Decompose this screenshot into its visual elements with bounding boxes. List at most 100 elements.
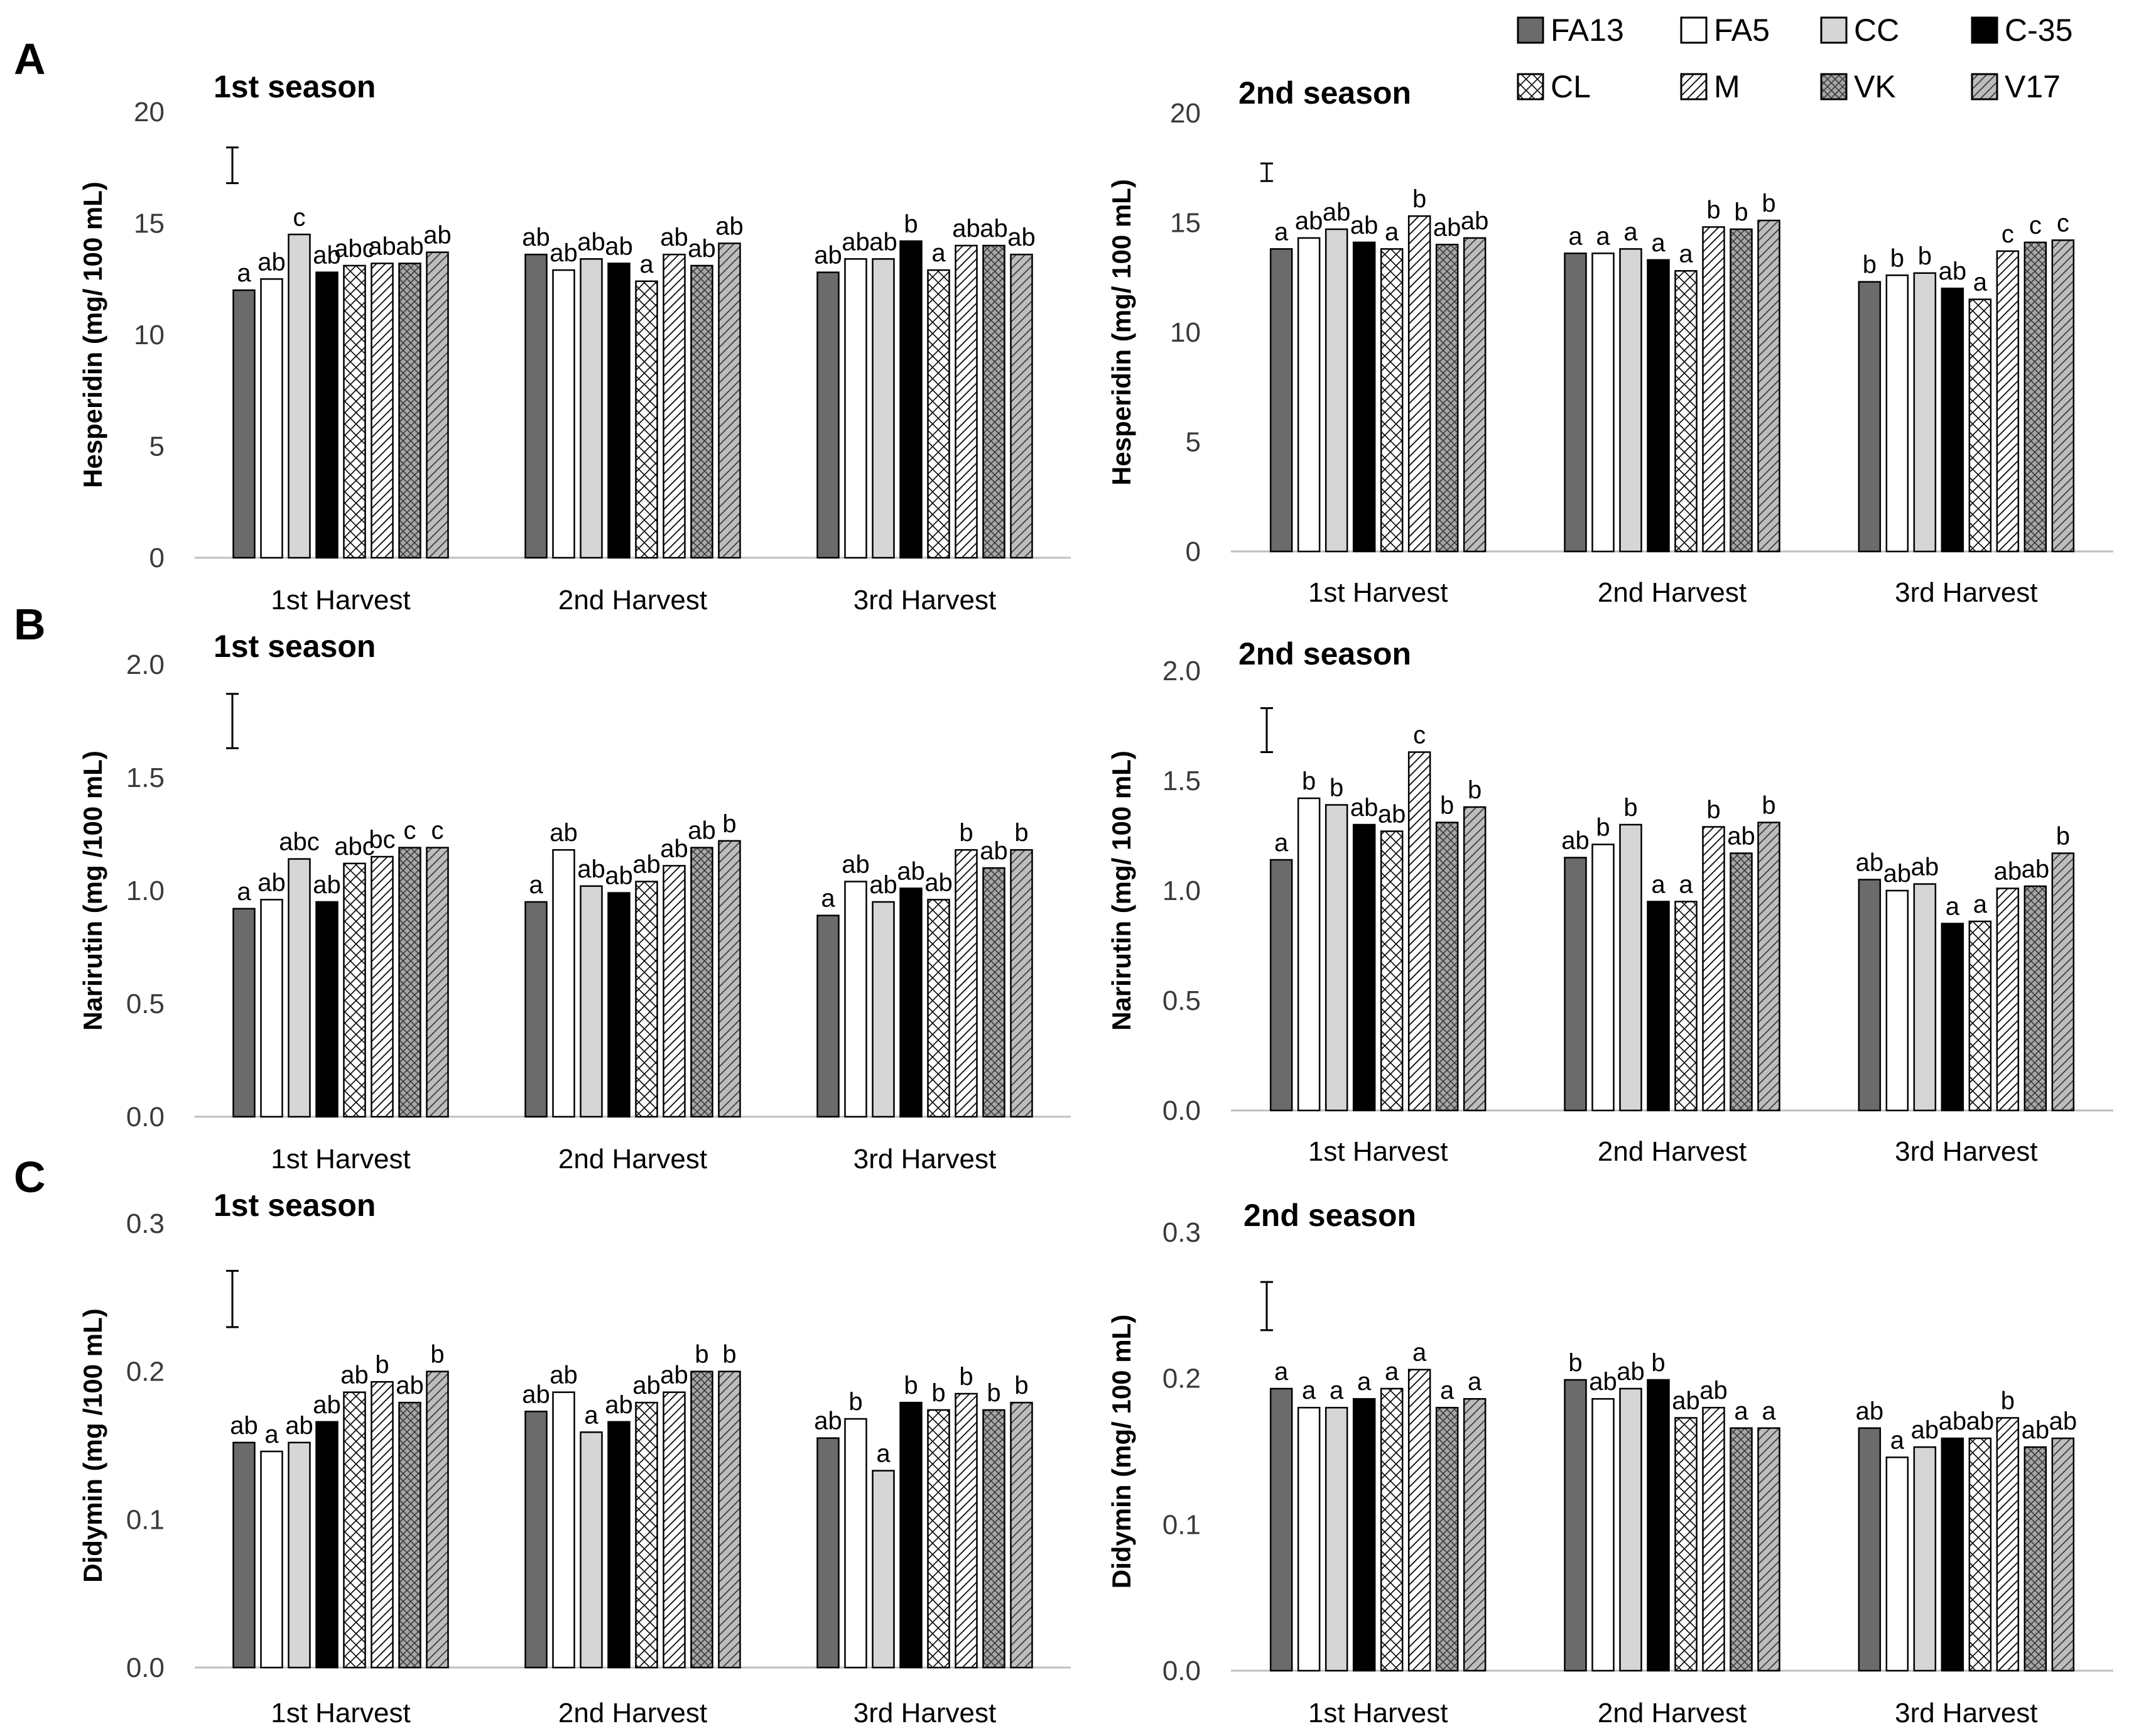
bar-v17: [1757, 1427, 1780, 1672]
chart-title: 1st season: [214, 629, 376, 664]
bar-cc: [580, 258, 603, 559]
legend-item-cc: CC: [1820, 13, 1899, 48]
y-axis-label: Hesperidin (mg/ 100 mL): [1107, 179, 1136, 486]
x-tick-label: 1st Harvest: [1308, 1136, 1448, 1167]
bar-fa13: [1564, 857, 1587, 1112]
bar-c-35: [1647, 259, 1670, 553]
significance-label: ab: [230, 1412, 258, 1440]
panel-label-text: C: [14, 1153, 46, 1202]
bar-cc: [288, 1441, 311, 1669]
significance-label: ab: [869, 871, 897, 899]
significance-label: ab: [396, 1372, 424, 1399]
bar-v17: [1757, 219, 1780, 553]
significance-label: c: [1413, 722, 1426, 749]
legend-label: CL: [1551, 69, 1591, 104]
significance-label: ab: [924, 869, 953, 896]
x-tick-label: 1st Harvest: [1308, 1698, 1448, 1728]
bar-fa13: [1269, 1387, 1293, 1672]
chart-title: 2nd season: [1243, 1198, 1416, 1233]
bar-c-35: [1941, 1437, 1964, 1672]
bar-fa13: [524, 901, 548, 1118]
significance-label: a: [931, 239, 946, 267]
y-axis-label: Narirutin (mg/ 100 mL): [1107, 751, 1136, 1031]
significance-label: ab: [1617, 1358, 1645, 1386]
y-tick-label: 1.5: [126, 762, 165, 793]
bar-c-35: [1941, 923, 1964, 1112]
bar-fa13: [1269, 859, 1293, 1112]
significance-label: b: [987, 1379, 1000, 1407]
significance-label: ab: [285, 1412, 313, 1440]
bar-fa5: [1297, 797, 1321, 1112]
x-tick-label: 1st Harvest: [271, 1144, 411, 1175]
bar-fa13: [816, 1437, 840, 1669]
bar-cc: [1913, 272, 1937, 553]
bar-v17: [426, 251, 449, 559]
significance-label: a: [821, 885, 835, 913]
bar-vk: [1435, 1406, 1459, 1672]
significance-label: c: [293, 203, 306, 231]
bar-v17: [426, 847, 449, 1118]
significance-label: c: [431, 817, 444, 845]
significance-label: ab: [2022, 855, 2050, 883]
bar-fa5: [260, 278, 283, 559]
bar-c-35: [607, 892, 631, 1118]
x-tick-label: 2nd Harvest: [558, 1144, 707, 1175]
bar-vk: [1435, 822, 1459, 1112]
legend-swatch: [1680, 16, 1708, 44]
legend-item-fa13: FA13: [1517, 13, 1624, 48]
chart-title: 2nd season: [1238, 75, 1411, 111]
bar-fa5: [552, 269, 575, 559]
significance-label: ab: [980, 837, 1008, 865]
significance-label: ab: [897, 857, 925, 885]
significance-label: ab: [1939, 258, 1967, 285]
significance-label: ab: [1727, 823, 1755, 850]
significance-label: c: [2057, 209, 2069, 237]
bar-m: [1702, 826, 1725, 1112]
significance-label: ab: [842, 228, 870, 256]
significance-label: a: [1274, 1358, 1289, 1386]
bar-m: [1407, 1369, 1431, 1672]
bar-cc: [1619, 1387, 1642, 1672]
significance-label: b: [1468, 776, 1482, 804]
bar-m: [663, 1391, 686, 1669]
significance-label: b: [722, 1341, 736, 1369]
y-tick-label: 0.3: [1162, 1217, 1201, 1248]
significance-label: ab: [1966, 1408, 1995, 1435]
significance-label: a: [264, 1421, 279, 1448]
bar-fa5: [1885, 889, 1909, 1112]
significance-label: ab: [715, 212, 744, 240]
bar-fa5: [1591, 252, 1615, 553]
significance-label: c: [404, 817, 416, 845]
bar-v17: [1010, 253, 1033, 559]
significance-label: c: [2002, 220, 2014, 248]
bar-m: [371, 1381, 394, 1669]
bar-m: [1407, 215, 1431, 553]
significance-label: ab: [577, 228, 605, 256]
y-tick-label: 20: [1170, 98, 1201, 129]
bar-cl: [1674, 901, 1698, 1112]
significance-label: b: [931, 1379, 945, 1407]
significance-label: a: [1440, 1377, 1455, 1404]
bar-cl: [1674, 270, 1698, 553]
bar-cl: [1380, 830, 1404, 1112]
bar-m: [1702, 1406, 1725, 1672]
significance-label: b: [1734, 198, 1748, 226]
error-bar: [226, 146, 239, 185]
significance-label: ab: [1672, 1387, 1700, 1414]
significance-label: ab: [980, 215, 1008, 242]
significance-label: b: [1440, 792, 1454, 820]
bar-m: [1407, 751, 1431, 1112]
bar-fa13: [1858, 1427, 1882, 1672]
significance-label: ab: [632, 1372, 661, 1399]
significance-label: a: [1679, 871, 1693, 899]
significance-label: abc: [334, 235, 375, 263]
bar-m: [955, 1392, 978, 1669]
significance-label: ab: [688, 817, 716, 845]
significance-label: abc: [334, 833, 375, 860]
bar-c-35: [315, 901, 339, 1118]
significance-label: ab: [660, 1362, 688, 1389]
